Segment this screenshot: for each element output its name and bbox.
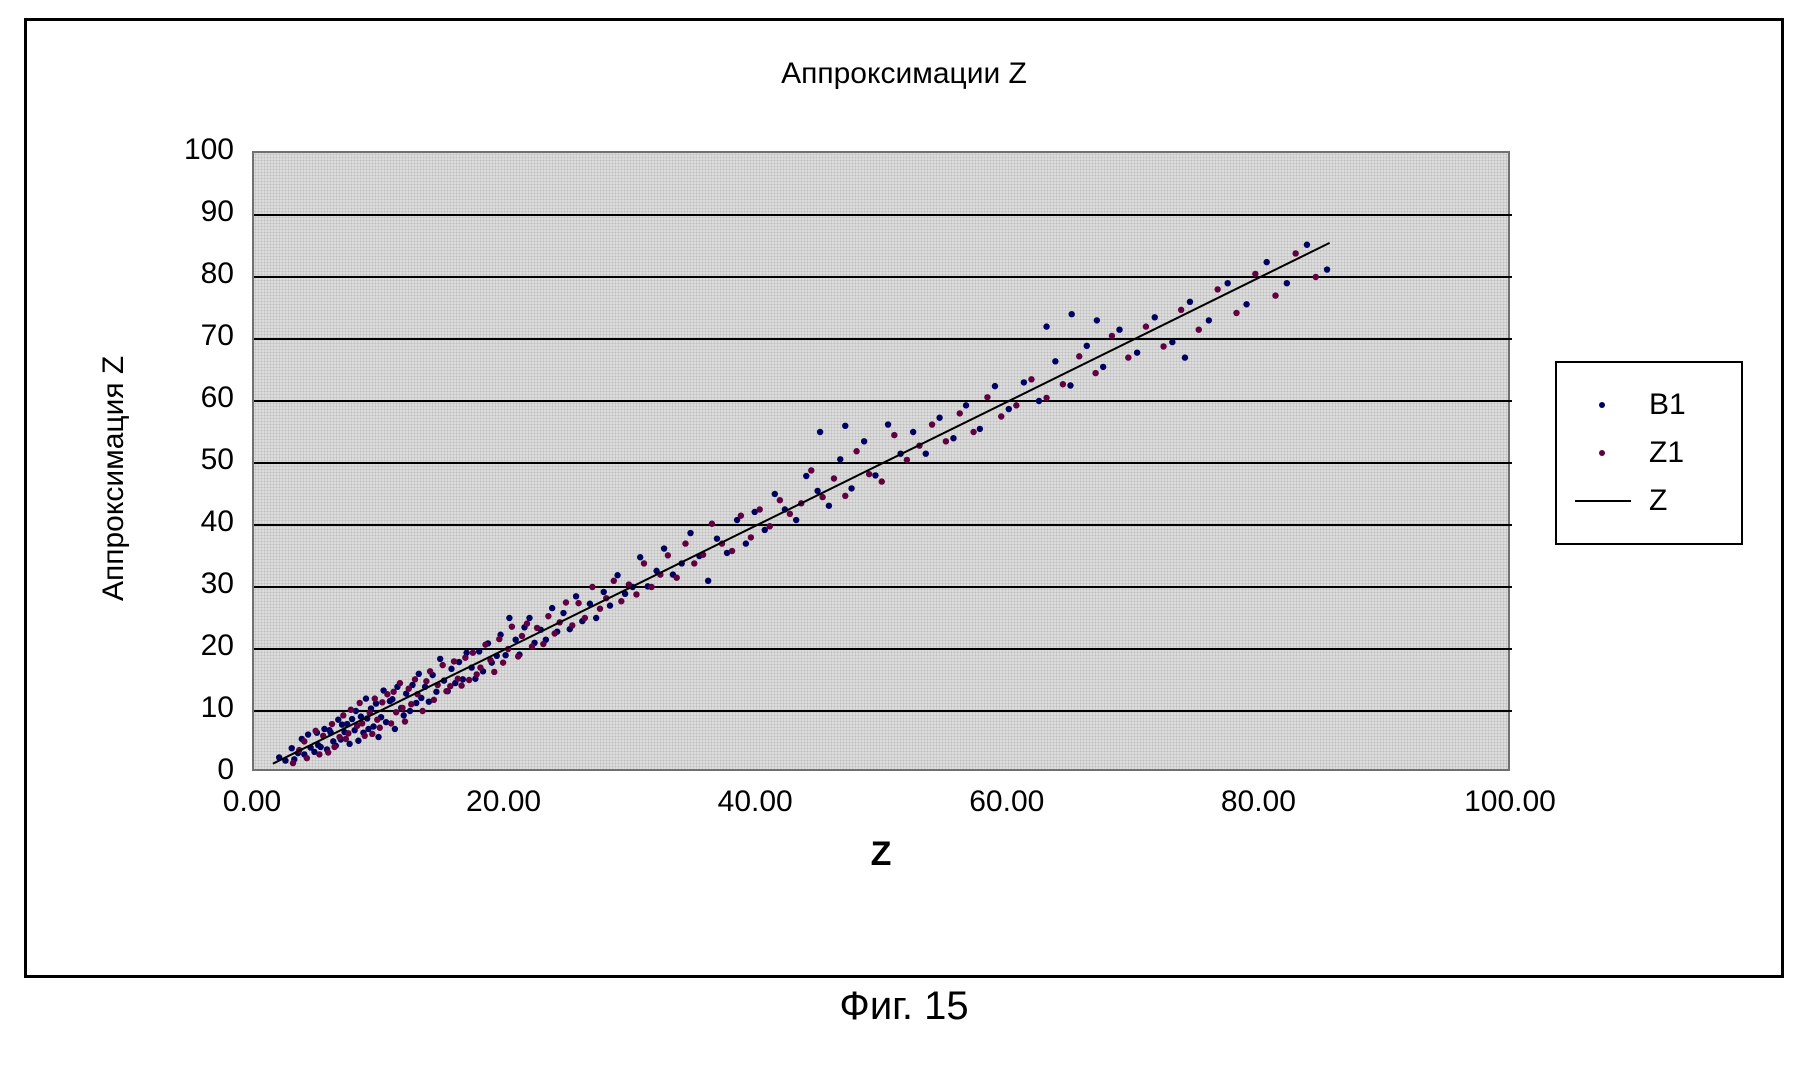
y-tick-label: 20	[144, 629, 234, 663]
y-tick-label: 30	[144, 567, 234, 601]
x-tick-label: 100.00	[1450, 785, 1570, 819]
y-tick-label: 50	[144, 443, 234, 477]
legend: B1 Z1 Z	[1555, 361, 1743, 545]
legend-label: B1	[1649, 388, 1686, 422]
y-tick-label: 40	[144, 505, 234, 539]
x-tick-label: 40.00	[695, 785, 815, 819]
legend-item: Z	[1575, 477, 1719, 525]
x-tick-label: 60.00	[947, 785, 1067, 819]
chart-outer-frame: Аппроксимации Z Аппроксимация Z Z B1Z1Z …	[24, 18, 1784, 978]
y-tick-label: 10	[144, 691, 234, 725]
x-axis-title: Z	[252, 835, 1510, 874]
page: Аппроксимации Z Аппроксимация Z Z B1Z1Z …	[0, 0, 1808, 1069]
y-tick-label: 60	[144, 381, 234, 415]
legend-line-icon	[1575, 500, 1631, 502]
y-axis-title: Аппроксимация Z	[97, 356, 131, 601]
legend-swatch	[1575, 441, 1631, 465]
plot-svg	[254, 153, 1512, 773]
legend-swatch	[1575, 489, 1631, 513]
y-tick-label: 90	[144, 195, 234, 229]
legend-item: Z1	[1575, 429, 1719, 477]
figure-caption: Фиг. 15	[0, 984, 1808, 1029]
legend-marker-icon	[1599, 402, 1605, 408]
x-tick-label: 20.00	[444, 785, 564, 819]
legend-label: Z	[1649, 484, 1667, 518]
y-tick-label: 100	[144, 133, 234, 167]
y-tick-label: 80	[144, 257, 234, 291]
legend-label: Z1	[1649, 436, 1684, 470]
legend-swatch	[1575, 393, 1631, 417]
legend-item: B1	[1575, 381, 1719, 429]
x-tick-label: 80.00	[1198, 785, 1318, 819]
plot-area	[252, 151, 1510, 771]
chart-title: Аппроксимации Z	[27, 57, 1781, 91]
x-tick-label: 0.00	[192, 785, 312, 819]
y-tick-label: 0	[144, 753, 234, 787]
y-tick-label: 70	[144, 319, 234, 353]
legend-marker-icon	[1599, 450, 1605, 456]
